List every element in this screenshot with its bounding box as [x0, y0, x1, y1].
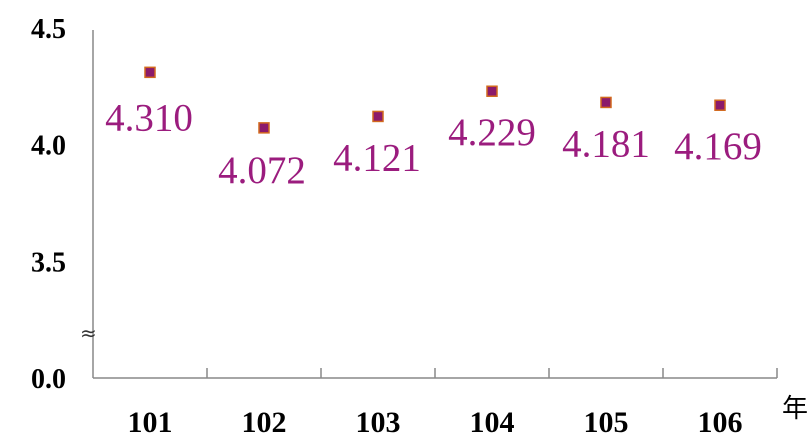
data-label: 4.229	[448, 111, 536, 154]
x-tick-label: 106	[698, 406, 743, 439]
data-label: 4.181	[562, 122, 650, 165]
data-point-marker	[372, 110, 384, 123]
data-label: 4.072	[218, 149, 306, 192]
y-tick-label: 0.0	[31, 364, 66, 395]
y-tick-group: 4.5 4.0 3.5 0.0	[31, 14, 66, 395]
data-labels: 4.310 4.072 4.121 4.229 4.181 4.169	[105, 96, 762, 192]
y-tick-label: 4.5	[31, 14, 66, 45]
x-tick-label: 103	[356, 406, 401, 439]
x-tick-label: 105	[584, 406, 629, 439]
data-points	[144, 66, 726, 134]
data-label: 4.310	[105, 96, 193, 139]
data-label: 4.121	[333, 136, 421, 179]
data-label: 4.169	[674, 125, 762, 168]
axes: ≈ 年	[80, 30, 808, 424]
x-tick-label: 102	[242, 406, 287, 439]
data-point-marker	[486, 85, 498, 97]
data-point-marker	[714, 99, 726, 111]
x-tick-label: 104	[470, 406, 515, 439]
data-point-marker	[144, 66, 156, 79]
y-tick-label: 3.5	[31, 247, 66, 278]
y-tick-label: 4.0	[31, 131, 66, 162]
data-point-marker	[600, 96, 612, 109]
axis-break-symbol: ≈	[80, 321, 97, 345]
data-point-marker	[258, 122, 270, 134]
x-tick-label: 101	[128, 406, 173, 439]
x-axis-label: 年	[782, 394, 808, 424]
x-tick-group: 101 102 103 104 105 106	[128, 368, 778, 439]
